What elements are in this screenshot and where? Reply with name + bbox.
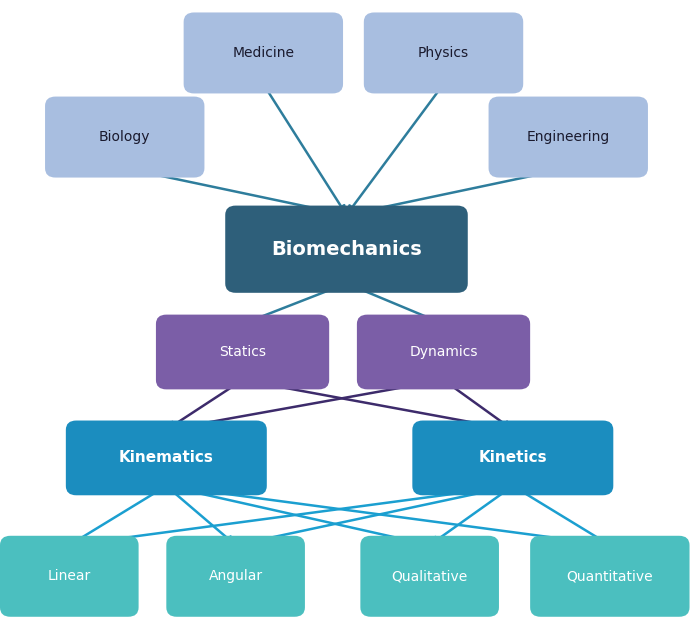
FancyBboxPatch shape	[225, 206, 468, 293]
Text: Kinetics: Kinetics	[478, 450, 547, 465]
Text: Physics: Physics	[418, 46, 469, 60]
Text: Angular: Angular	[209, 569, 263, 583]
Text: Kinematics: Kinematics	[119, 450, 213, 465]
Text: Medicine: Medicine	[232, 46, 295, 60]
FancyBboxPatch shape	[156, 315, 329, 389]
FancyBboxPatch shape	[364, 12, 523, 93]
FancyBboxPatch shape	[530, 536, 690, 617]
FancyBboxPatch shape	[412, 421, 613, 495]
FancyBboxPatch shape	[184, 12, 343, 93]
Text: Quantitative: Quantitative	[567, 569, 653, 583]
Text: Linear: Linear	[48, 569, 91, 583]
Text: Biomechanics: Biomechanics	[271, 240, 422, 259]
FancyBboxPatch shape	[360, 536, 499, 617]
Text: Biology: Biology	[99, 130, 150, 144]
Text: Statics: Statics	[219, 345, 266, 359]
FancyBboxPatch shape	[66, 421, 267, 495]
FancyBboxPatch shape	[45, 97, 204, 178]
Text: Qualitative: Qualitative	[392, 569, 468, 583]
Text: Dynamics: Dynamics	[410, 345, 477, 359]
Text: Engineering: Engineering	[527, 130, 610, 144]
FancyBboxPatch shape	[357, 315, 530, 389]
FancyBboxPatch shape	[0, 536, 139, 617]
FancyBboxPatch shape	[489, 97, 648, 178]
FancyBboxPatch shape	[166, 536, 305, 617]
